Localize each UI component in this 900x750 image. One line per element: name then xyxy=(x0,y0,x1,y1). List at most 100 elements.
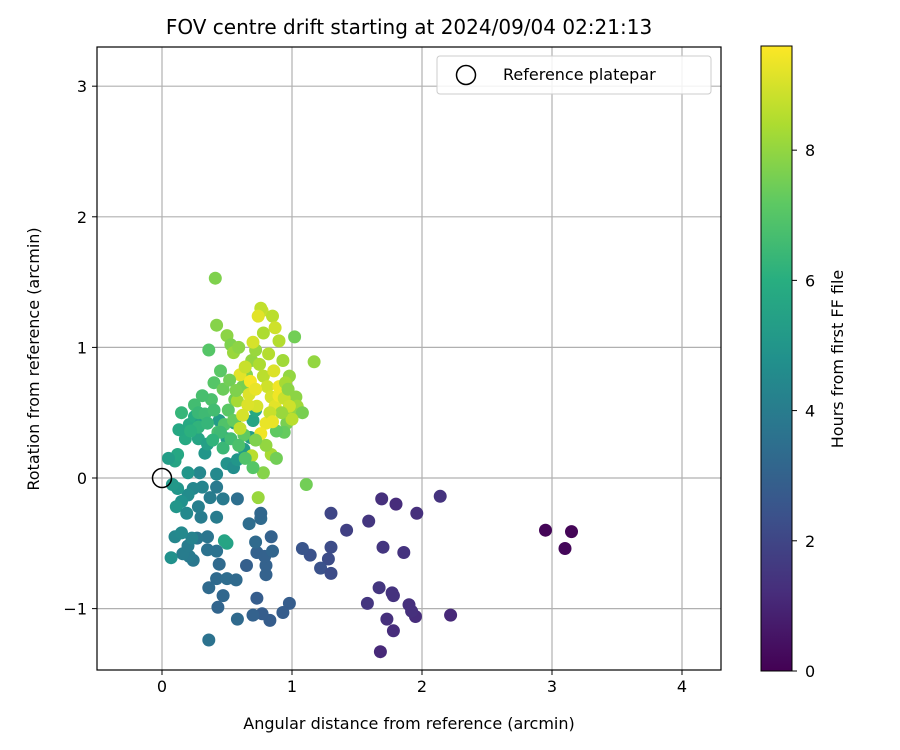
x-tick-label: 1 xyxy=(287,677,297,696)
scatter-point xyxy=(249,535,263,549)
scatter-point xyxy=(267,364,281,378)
scatter-point xyxy=(241,398,255,412)
chart-title: FOV centre drift starting at 2024/09/04 … xyxy=(166,15,652,39)
scatter-point xyxy=(539,523,552,537)
scatter-point xyxy=(240,559,253,572)
y-axis-ticks: −1 0 1 2 3 xyxy=(63,77,97,619)
scatter-point xyxy=(212,557,226,571)
points-layer xyxy=(162,271,578,659)
scatter-point xyxy=(256,466,270,480)
scatter-point xyxy=(207,376,221,390)
scatter-point xyxy=(266,544,279,558)
scatter-point xyxy=(246,335,260,349)
scatter-point xyxy=(250,591,264,605)
scatter-point xyxy=(210,480,224,494)
scatter-point xyxy=(389,497,403,511)
scatter-point xyxy=(268,321,282,335)
colorbar-tick-label: 8 xyxy=(805,141,815,160)
scatter-point xyxy=(229,573,243,587)
scatter-point xyxy=(193,466,207,480)
scatter-point xyxy=(275,406,289,420)
scatter-point xyxy=(565,525,578,539)
scatter-point xyxy=(266,415,279,429)
scatter-point xyxy=(216,441,230,455)
x-tick-label: 4 xyxy=(677,677,687,696)
scatter-point xyxy=(256,326,270,340)
scatter-point xyxy=(386,589,400,603)
scatter-point xyxy=(172,423,186,437)
colorbar-tick-label: 6 xyxy=(805,271,815,290)
scatter-point xyxy=(340,523,354,537)
scatter-point xyxy=(216,382,230,396)
scatter-point xyxy=(259,568,273,582)
scatter-point xyxy=(211,600,225,614)
scatter-point xyxy=(324,506,338,520)
scatter-point xyxy=(249,433,263,447)
scatter-point xyxy=(210,572,224,586)
scatter-point xyxy=(397,546,411,559)
scatter-point xyxy=(217,534,231,548)
scatter-point xyxy=(246,608,260,622)
plot-frame xyxy=(96,46,722,671)
scatter-point xyxy=(175,406,188,420)
scatter-point xyxy=(162,451,175,465)
scatter-point xyxy=(373,645,387,659)
scatter-point xyxy=(206,433,220,447)
scatter-point xyxy=(276,606,290,619)
colorbar: 0 2 4 6 8 Hours from first FF file xyxy=(760,45,847,681)
scatter-point xyxy=(269,451,283,465)
scatter-point xyxy=(372,581,386,595)
scatter-point xyxy=(362,514,376,528)
scatter-point xyxy=(386,624,400,638)
scatter-point xyxy=(223,373,237,387)
scatter-point xyxy=(210,510,224,524)
y-tick-label: 0 xyxy=(77,469,87,488)
scatter-point xyxy=(433,489,447,503)
scatter-point xyxy=(307,355,321,369)
scatter-point xyxy=(264,530,278,544)
scatter-point xyxy=(230,492,244,506)
scatter-point xyxy=(214,364,227,378)
legend-reference-marker xyxy=(455,64,477,86)
grid-layer xyxy=(97,47,721,670)
y-tick-label: 2 xyxy=(77,208,87,227)
scatter-point xyxy=(238,451,252,465)
colorbar-ticks: 0 2 4 6 8 xyxy=(792,141,815,681)
scatter-point xyxy=(203,491,217,505)
scatter-point xyxy=(233,421,247,435)
scatter-point xyxy=(444,608,458,622)
scatter-point xyxy=(242,517,256,531)
scatter-point xyxy=(246,461,260,475)
scatter-point xyxy=(410,506,424,520)
scatter-point xyxy=(210,467,224,481)
scatter-point xyxy=(314,561,328,575)
scatter-point xyxy=(254,506,268,520)
scatter-point xyxy=(285,412,299,426)
scatter-point xyxy=(181,466,195,480)
colorbar-tick-label: 2 xyxy=(805,532,815,551)
scatter-point xyxy=(230,394,244,408)
scatter-point xyxy=(165,478,179,491)
reference-marker-layer xyxy=(151,467,173,489)
scatter-point xyxy=(236,408,250,422)
scatter-point xyxy=(184,424,198,438)
y-tick-label: 1 xyxy=(77,338,87,357)
scatter-point xyxy=(216,492,230,506)
scatter-point xyxy=(191,500,205,514)
scatter-point xyxy=(360,596,374,610)
scatter-point xyxy=(321,552,335,566)
scatter-point xyxy=(201,416,214,430)
colorbar-tick-label: 4 xyxy=(805,402,815,421)
scatter-point xyxy=(230,612,244,626)
scatter-point xyxy=(380,612,394,626)
scatter-point xyxy=(202,581,216,595)
y-tick-label: −1 xyxy=(63,600,87,619)
scatter-point xyxy=(262,347,276,361)
scatter-point xyxy=(375,492,389,506)
scatter-point xyxy=(195,389,209,403)
scatter-point xyxy=(281,382,295,396)
legend-box xyxy=(436,55,712,95)
scatter-point xyxy=(208,271,222,285)
scatter-point xyxy=(253,357,266,371)
